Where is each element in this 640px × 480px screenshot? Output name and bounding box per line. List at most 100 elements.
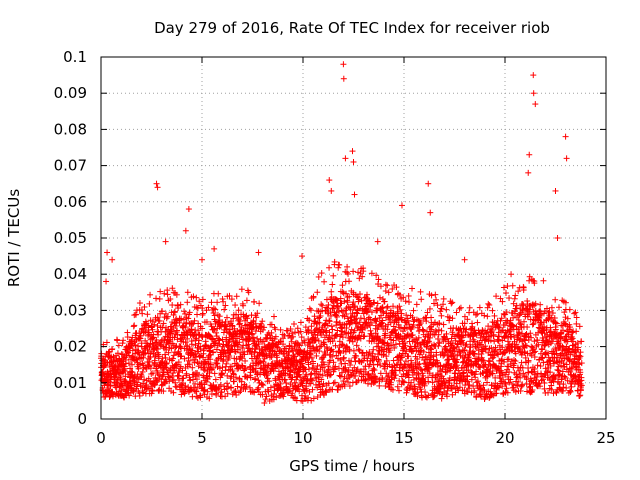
- data-point: [122, 368, 129, 375]
- data-point: [181, 390, 188, 397]
- data-point: [246, 335, 253, 342]
- data-point: [139, 368, 146, 375]
- data-point: [113, 384, 120, 391]
- data-point: [166, 378, 173, 385]
- data-point: [215, 290, 222, 297]
- data-point: [132, 311, 139, 318]
- data-point: [242, 386, 249, 393]
- data-point: [254, 386, 261, 393]
- data-point: [164, 313, 171, 320]
- data-point: [129, 347, 136, 354]
- data-point: [252, 320, 259, 327]
- data-point: [139, 310, 146, 317]
- data-point: [178, 353, 185, 360]
- data-point: [221, 306, 228, 313]
- y-axis-title: ROTI / TECUs: [5, 189, 23, 287]
- data-point: [153, 377, 160, 384]
- data-point: [252, 375, 259, 382]
- data-point: [241, 351, 248, 358]
- data-point: [194, 344, 201, 351]
- data-point: [177, 363, 184, 370]
- data-point: [214, 299, 221, 306]
- data-point: [228, 296, 235, 303]
- data-point: [173, 384, 180, 391]
- data-point: [199, 354, 206, 361]
- data-point: [204, 388, 211, 395]
- data-point: [238, 286, 245, 293]
- data-point: [206, 395, 213, 402]
- data-point: [119, 340, 126, 347]
- data-point: [181, 355, 188, 362]
- data-point: [180, 375, 187, 382]
- data-point: [203, 378, 210, 385]
- data-point: [161, 290, 168, 297]
- data-point: [213, 391, 220, 398]
- data-point: [147, 365, 154, 372]
- data-point: [230, 370, 237, 377]
- data-point: [246, 384, 253, 391]
- data-point: [136, 300, 143, 307]
- data-point: [228, 363, 235, 370]
- data-point: [211, 338, 218, 345]
- data-point: [144, 311, 151, 318]
- data-point: [185, 357, 192, 364]
- data-point: [255, 341, 262, 348]
- data-point: [226, 337, 233, 344]
- y-tick-label: 0.08: [54, 120, 87, 138]
- y-tick-label: 0: [77, 410, 87, 428]
- data-point: [256, 300, 263, 307]
- data-point: [245, 289, 252, 296]
- data-point: [193, 294, 200, 301]
- y-tick-label: 0.04: [54, 265, 87, 283]
- data-point: [129, 387, 136, 394]
- data-point: [222, 302, 229, 309]
- x-tick-label: 15: [394, 429, 413, 447]
- data-point: [249, 366, 256, 373]
- data-point: [199, 296, 206, 303]
- data-point: [114, 337, 121, 344]
- data-point: [213, 346, 220, 353]
- data-point: [154, 314, 161, 321]
- data-point: [199, 310, 206, 317]
- data-point: [107, 383, 114, 390]
- data-point: [149, 335, 156, 342]
- x-tick-label: 10: [293, 429, 312, 447]
- data-point: [147, 383, 154, 390]
- x-tick-label: 0: [96, 429, 106, 447]
- data-point: [156, 295, 163, 302]
- data-point: [182, 339, 189, 346]
- data-point: [140, 390, 147, 397]
- data-point: [137, 374, 144, 381]
- data-point: [251, 298, 258, 305]
- y-tick-label: 0.07: [54, 157, 87, 175]
- data-point: [149, 340, 156, 347]
- data-point: [235, 341, 242, 348]
- y-tick-label: 0.1: [63, 48, 87, 66]
- data-point: [216, 313, 223, 320]
- data-point: [224, 390, 231, 397]
- data-point: [199, 305, 206, 312]
- data-point: [223, 314, 230, 321]
- data-points: [97, 61, 585, 407]
- data-point: [176, 317, 183, 324]
- data-point: [193, 376, 200, 383]
- x-tick-label: 20: [495, 429, 514, 447]
- data-point: [131, 322, 138, 329]
- data-point: [179, 367, 186, 374]
- data-point: [188, 341, 195, 348]
- data-point: [189, 364, 196, 371]
- data-point: [162, 354, 169, 361]
- data-point: [181, 308, 188, 315]
- data-point: [249, 388, 256, 395]
- data-point: [223, 360, 230, 367]
- data-point: [186, 361, 193, 368]
- data-point: [239, 362, 246, 369]
- data-point: [231, 378, 238, 385]
- data-point: [189, 321, 196, 328]
- data-point: [224, 380, 231, 387]
- data-point: [197, 302, 204, 309]
- data-point: [213, 329, 220, 336]
- data-point: [120, 337, 127, 344]
- data-point: [185, 384, 192, 391]
